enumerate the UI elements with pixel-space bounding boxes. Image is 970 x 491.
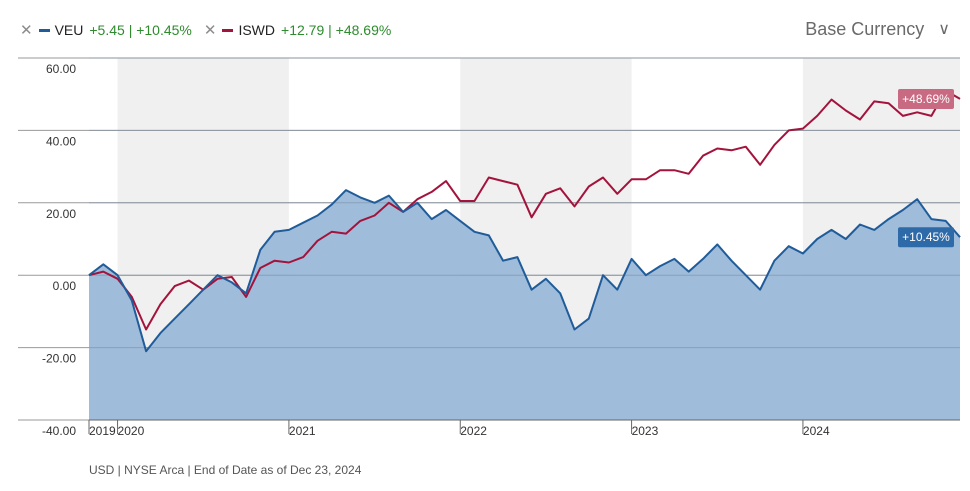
y-tick-label: 40.00 — [46, 134, 76, 148]
veu-end-label: +10.45% — [902, 230, 950, 244]
close-icon[interactable]: ✕ — [203, 22, 217, 39]
x-tick-label: 2023 — [632, 424, 659, 438]
iswd-end-label: +48.69% — [902, 92, 950, 106]
y-tick-label: 20.00 — [46, 207, 76, 221]
iswd-end-label-bg — [898, 88, 954, 109]
close-icon[interactable]: ✕ — [20, 22, 33, 39]
legend-item-iswd: ✕ ISWD +12.79 | +48.69% — [204, 21, 391, 39]
y-tick-label: -20.00 — [42, 352, 76, 366]
legend-item-veu: ✕ VEU +5.45 | +10.45% — [20, 21, 192, 39]
iswd-line — [88, 89, 961, 331]
chart-footer: USD | NYSE Arca | End of Date as of Dec … — [89, 463, 362, 477]
x-tick-label: 2024 — [803, 424, 830, 438]
y-tick-label: 60.00 — [46, 62, 76, 76]
y-tick-label: 0.00 — [53, 279, 77, 293]
x-tick-label: 2020 — [118, 424, 145, 438]
legend-ticker: VEU — [54, 22, 84, 38]
series-swatch — [38, 28, 50, 32]
chart-legend: ✕ VEU +5.45 | +10.45% ✕ ISWD +12.79 | +4… — [20, 18, 403, 42]
legend-change: +12.79 | +48.69% — [281, 22, 392, 38]
legend-ticker: ISWD — [238, 22, 276, 38]
x-tick-label: 2019 — [89, 424, 116, 438]
veu-line — [88, 189, 961, 353]
veu-area — [89, 190, 960, 420]
base-currency-dropdown[interactable]: Base Currency ∨ — [805, 16, 950, 42]
chevron-down-icon: ∨ — [938, 21, 950, 38]
veu-end-label-bg — [898, 227, 954, 248]
legend-change: +5.45 | +10.45% — [89, 22, 192, 38]
series-swatch — [222, 28, 234, 32]
x-tick-label: 2022 — [460, 424, 487, 438]
x-tick-label: 2021 — [289, 424, 316, 438]
base-currency-label: Base Currency — [805, 18, 925, 39]
y-tick-label: -40.00 — [42, 424, 76, 438]
